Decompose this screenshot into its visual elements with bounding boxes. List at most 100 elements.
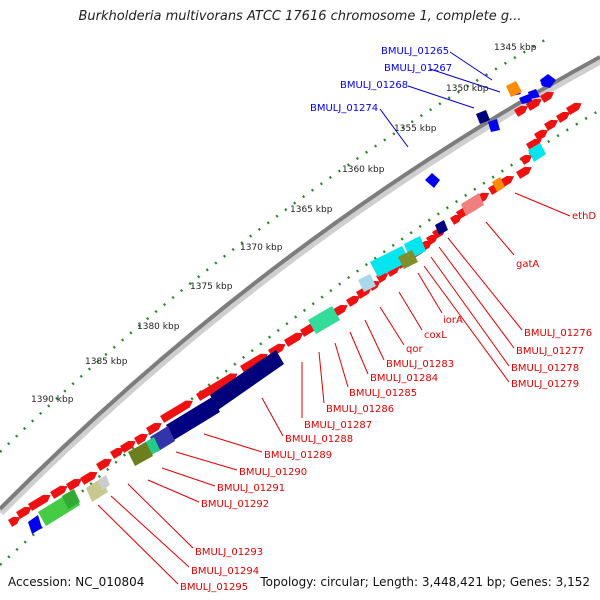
- gene-red-35[interactable]: [516, 166, 532, 179]
- label-bmulj-01268[interactable]: BMULJ_01268: [340, 80, 408, 91]
- label-bmulj-01283[interactable]: BMULJ_01283: [386, 359, 454, 370]
- gene-qor[interactable]: [398, 250, 418, 269]
- topology-text: Topology: circular; Length: 3,448,421 bp…: [260, 575, 590, 589]
- leader-bmulj-01267: [429, 68, 501, 93]
- gene-red-36[interactable]: [520, 154, 533, 165]
- gene-gatA[interactable]: [435, 220, 448, 235]
- label-bmulj-01279[interactable]: BMULJ_01279: [511, 379, 579, 390]
- label-bmulj-01276[interactable]: BMULJ_01276: [524, 328, 592, 339]
- gene-red-15[interactable]: [284, 332, 304, 347]
- label-bmulj-01265[interactable]: BMULJ_01265: [381, 46, 449, 57]
- gene-red-13[interactable]: [240, 353, 268, 373]
- colored-blocks: [38, 143, 546, 526]
- label-coxl[interactable]: coxL: [424, 330, 447, 341]
- label-bmulj-01291[interactable]: BMULJ_01291: [217, 483, 285, 494]
- gene-BMULJ_01265[interactable]: [540, 74, 556, 88]
- label-bmulj-01267[interactable]: BMULJ_01267: [384, 63, 452, 74]
- leader-bmulj-01288: [261, 397, 284, 437]
- label-bmulj-01277[interactable]: BMULJ_01277: [516, 346, 584, 357]
- label-bmulj-01289[interactable]: BMULJ_01289: [264, 450, 332, 461]
- gene-red-7[interactable]: [110, 447, 125, 459]
- gene-red-10[interactable]: [146, 422, 162, 435]
- kbp-label-0: 1345 kbp: [494, 43, 537, 53]
- gene-red-38[interactable]: [534, 129, 549, 141]
- label-bmulj-01290[interactable]: BMULJ_01290: [239, 467, 307, 478]
- gene-red-top-1[interactable]: [526, 98, 542, 111]
- gene-BMULJ_01286[interactable]: [308, 306, 340, 334]
- gene-red-top-2[interactable]: [540, 91, 555, 103]
- leader-bmulj-01283: [364, 319, 385, 361]
- gene-red-0[interactable]: [8, 516, 21, 527]
- gene-cyan-1[interactable]: [528, 143, 546, 162]
- label-bmulj-01292[interactable]: BMULJ_01292: [201, 499, 269, 510]
- gene-ethD[interactable]: [461, 193, 484, 216]
- gene-red-12[interactable]: [196, 373, 238, 401]
- label-ethd[interactable]: ethD: [572, 211, 596, 222]
- gene-BMULJ_01288[interactable]: [210, 350, 284, 410]
- gene-red-40[interactable]: [556, 111, 571, 123]
- gene-red-4[interactable]: [66, 478, 82, 491]
- label-bmulj-01295[interactable]: BMULJ_01295: [180, 582, 248, 593]
- label-bmulj-01285[interactable]: BMULJ_01285: [349, 388, 417, 399]
- gene-BMULJ_01274[interactable]: [488, 119, 500, 132]
- gene-BMULJ_01294[interactable]: [98, 475, 110, 490]
- gene-blue-small-2[interactable]: [528, 89, 540, 99]
- gene-BMULJ_01283[interactable]: [358, 274, 376, 292]
- forward-genes: [28, 74, 556, 534]
- leader-bmulj-01286: [318, 351, 325, 404]
- label-qor[interactable]: qor: [406, 344, 423, 355]
- gene-orange-1[interactable]: [506, 81, 522, 97]
- label-gata[interactable]: gatA: [516, 259, 539, 270]
- gene-red-6[interactable]: [96, 458, 112, 471]
- gene-red-3[interactable]: [50, 485, 68, 499]
- gene-blue-mid[interactable]: [425, 173, 440, 188]
- leader-qor: [379, 306, 405, 346]
- gene-red-37[interactable]: [526, 138, 542, 151]
- label-bmulj-01294[interactable]: BMULJ_01294: [191, 566, 259, 577]
- kbp-label-5: 1370 kbp: [240, 243, 283, 253]
- gene-red-2[interactable]: [28, 494, 51, 511]
- leader-bmulj-01292: [147, 479, 200, 503]
- leader-bmulj-01276: [447, 237, 523, 331]
- label-bmulj-01284[interactable]: BMULJ_01284: [370, 373, 438, 384]
- leader-iora: [417, 272, 443, 314]
- label-bmulj-01286[interactable]: BMULJ_01286: [326, 404, 394, 415]
- gene-red-8[interactable]: [120, 440, 136, 453]
- leader-bmulj-01294: [110, 495, 190, 568]
- gene-red-5[interactable]: [80, 471, 98, 485]
- gene-blue-low[interactable]: [28, 515, 42, 534]
- gene-red-11[interactable]: [160, 400, 193, 423]
- gene-labels: BMULJ_01265 BMULJ_01267 BMULJ_01268 BMULJ_0…: [180, 46, 596, 593]
- leader-bmulj-01268: [407, 85, 475, 109]
- kbp-label-7: 1380 kbp: [137, 322, 180, 332]
- backbone: [0, 55, 600, 511]
- label-bmulj-01287[interactable]: BMULJ_01287: [304, 420, 372, 431]
- gene-green-small[interactable]: [62, 489, 80, 509]
- kbp-label-9: 1390 kbp: [31, 395, 74, 405]
- label-bmulj-01274[interactable]: BMULJ_01274: [310, 103, 378, 114]
- gene-red-top-0[interactable]: [514, 105, 529, 117]
- gene-coxL[interactable]: [370, 246, 410, 277]
- gene-red-19[interactable]: [346, 295, 361, 307]
- kbp-label-6: 1375 kbp: [190, 282, 233, 292]
- leader-bmulj-01295: [97, 504, 179, 585]
- gene-red-1[interactable]: [16, 506, 32, 519]
- label-iora[interactable]: iorA: [443, 315, 463, 326]
- leader-lines: [97, 51, 571, 585]
- kbp-label-1: 1350 kbp: [446, 84, 489, 94]
- label-bmulj-01293[interactable]: BMULJ_01293: [195, 547, 263, 558]
- gene-red-39[interactable]: [544, 119, 559, 131]
- gene-BMULJ_01268[interactable]: [476, 110, 490, 124]
- leader-coxl: [398, 291, 423, 331]
- label-bmulj-01288[interactable]: BMULJ_01288: [285, 434, 353, 445]
- leader-bmulj-01285: [334, 342, 349, 388]
- gene-red-9[interactable]: [134, 433, 149, 445]
- gene-BMULJ_01292[interactable]: [128, 442, 153, 466]
- gene-BMULJ_01289[interactable]: [166, 397, 220, 440]
- label-bmulj-01278[interactable]: BMULJ_01278: [511, 363, 579, 374]
- gene-red-41[interactable]: [566, 102, 582, 115]
- backbone-shadow: [0, 56, 600, 516]
- gene-orange-2[interactable]: [492, 177, 505, 192]
- leader-bmulj-01274: [379, 108, 409, 148]
